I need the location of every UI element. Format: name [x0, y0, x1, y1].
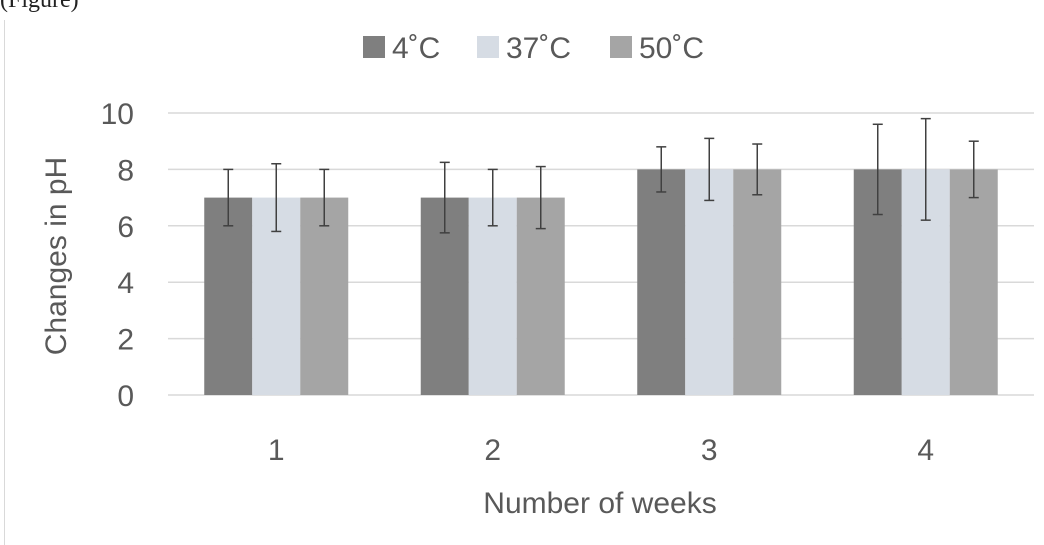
- y-tick-label: 6: [117, 211, 134, 244]
- bar: [468, 197, 517, 395]
- bar: [516, 197, 565, 395]
- y-tick-label: 4: [117, 267, 134, 300]
- y-tick-label: 2: [117, 324, 134, 357]
- x-axis-title: Number of weeks: [483, 487, 716, 520]
- error-bar: [319, 168, 330, 227]
- legend-swatch: [363, 36, 385, 58]
- error-bar: [271, 163, 282, 233]
- x-tick-label: 2: [484, 434, 501, 467]
- legend-item: 4˚C: [363, 32, 440, 65]
- x-tick-label: 3: [701, 434, 718, 467]
- error-bar: [535, 165, 546, 230]
- legend-label: 4˚C: [392, 32, 440, 65]
- error-bar: [656, 146, 667, 193]
- bar: [685, 169, 734, 395]
- legend-label: 50˚C: [639, 32, 704, 65]
- y-tick-label: 10: [101, 98, 134, 131]
- y-axis-ticks: 0 2 4 6 8 10: [101, 98, 134, 413]
- error-bar: [752, 143, 763, 196]
- x-axis-ticks: 1 2 3 4: [268, 434, 934, 467]
- caption-fragment: (Figure): [0, 0, 79, 13]
- legend-swatch: [610, 36, 632, 58]
- x-tick-label: 1: [268, 434, 285, 467]
- bar: [733, 169, 782, 395]
- error-bar: [920, 117, 931, 221]
- y-tick-label: 8: [117, 154, 134, 187]
- error-bar: [487, 168, 498, 227]
- legend: 4˚C 37˚C 50˚C: [363, 32, 704, 65]
- legend-item: 37˚C: [477, 32, 571, 65]
- bar: [204, 197, 253, 395]
- bar: [637, 169, 686, 395]
- x-tick-label: 4: [917, 434, 934, 467]
- chart-frame-border: [4, 20, 5, 545]
- bars: [204, 169, 998, 395]
- error-bars: [223, 117, 979, 234]
- legend-label: 37˚C: [506, 32, 571, 65]
- legend-item: 50˚C: [610, 32, 704, 65]
- error-bar: [223, 168, 234, 227]
- y-axis-title: Changes in pH: [40, 157, 73, 355]
- error-bar: [439, 161, 450, 234]
- legend-swatch: [477, 36, 499, 58]
- y-tick-label: 0: [117, 380, 134, 413]
- bar: [300, 197, 349, 395]
- error-bar: [968, 140, 979, 199]
- error-bar: [704, 137, 715, 202]
- bar: [949, 169, 998, 395]
- error-bar: [872, 123, 883, 216]
